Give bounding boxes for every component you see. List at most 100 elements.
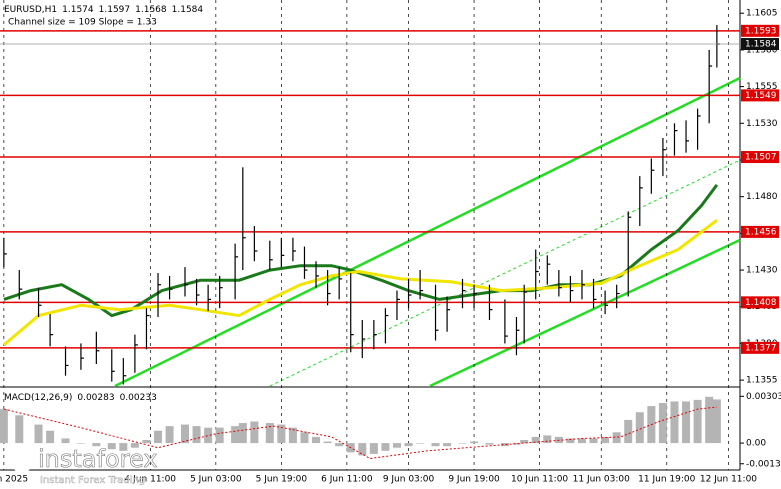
- logo: instaforex Instant Forex Trading: [10, 445, 158, 486]
- macd-bar: [381, 443, 390, 451]
- level-label: 1.1507: [745, 153, 777, 163]
- logo-icon: [10, 449, 34, 473]
- macd-bar: [34, 424, 43, 444]
- macd-bar: [512, 443, 521, 445]
- macd-bar: [15, 415, 24, 444]
- level-label: 1.1456: [745, 227, 777, 237]
- macd-bar: [693, 399, 702, 444]
- level-label: 1.1377: [745, 343, 777, 353]
- moving-average: [2, 219, 718, 347]
- macd-bar: [404, 443, 413, 447]
- x-tick-label: 9 Jun 03:00: [383, 475, 435, 485]
- macd-bar: [670, 401, 679, 444]
- y-tick-label: 1.1480: [746, 192, 778, 202]
- macd-bar: [705, 396, 714, 444]
- macd-bar: [288, 427, 297, 444]
- y-tick-label: 1.1530: [746, 119, 778, 129]
- macd-bar: [531, 436, 540, 444]
- macd-bar: [204, 427, 213, 444]
- x-tick-label: 4 Jun 11:00: [125, 475, 177, 485]
- macd-bar: [215, 427, 224, 444]
- macd-bar: [485, 443, 494, 445]
- macd-bar: [92, 443, 101, 447]
- y-tick-label: 1.1580: [746, 45, 778, 55]
- x-tick-label: 11 Jun 03:00: [573, 475, 630, 485]
- macd-bar: [392, 443, 401, 448]
- current-price-box: [741, 38, 779, 51]
- logo-tagline: Instant Forex Trading: [40, 475, 145, 486]
- level-label-box: [741, 296, 779, 309]
- macd-signal: [3, 406, 717, 460]
- macd-bar: [119, 443, 128, 451]
- macd-bar: [238, 423, 247, 444]
- macd-bar: [181, 424, 189, 444]
- level-label-box: [741, 151, 779, 164]
- macd-bar: [712, 399, 721, 444]
- macd-bar: [682, 401, 691, 444]
- x-tick-label: 6 Jun 11:00: [321, 475, 373, 485]
- macd-bar: [335, 443, 344, 447]
- level-label-box: [741, 24, 779, 37]
- header: EURUSD,H1 1.1574 1.1597 1.1568 1.1584: [4, 5, 203, 15]
- level-label: 1.1408: [745, 298, 777, 308]
- macd-bar: [107, 443, 116, 450]
- macd-bar: [0, 409, 8, 444]
- macd-bar: [312, 436, 321, 444]
- level-label-box: [741, 225, 779, 238]
- macd-bar: [192, 426, 201, 444]
- header-part: 0.00233: [120, 393, 157, 403]
- macd-bar: [635, 412, 644, 444]
- macd-bar: [231, 426, 240, 444]
- header-part: 1.1584: [172, 5, 204, 15]
- macd-bar: [601, 436, 610, 444]
- level-label-box: [741, 341, 779, 354]
- x-tick-label: 9 Jun 19:00: [448, 475, 500, 485]
- macd-bar: [577, 438, 586, 444]
- level-label: 1.1549: [745, 91, 777, 101]
- x-tick-label: 3 Jun 2025: [0, 475, 28, 485]
- y-tick-label: 1.1555: [746, 82, 778, 92]
- macd-bar: [443, 443, 452, 447]
- x-tick-label: 10 Jun 11:00: [511, 475, 568, 485]
- macd-bar: [612, 432, 621, 444]
- y-tick-label: 1.1605: [746, 9, 778, 19]
- macd-bar: [250, 421, 259, 444]
- x-tick-label: 12 Jun 11:00: [700, 475, 757, 485]
- macd-bar: [142, 439, 151, 444]
- macd-bar: [265, 423, 274, 444]
- macd-bar: [358, 443, 367, 456]
- macd-bar: [416, 443, 425, 444]
- y-tick-label: 0.00: [746, 439, 766, 449]
- header-part: 1.1574: [62, 5, 94, 15]
- x-tick-label: 11 Jun 19:00: [638, 475, 695, 485]
- logo-brand: instaforex: [38, 445, 158, 473]
- macd-bar: [323, 441, 332, 444]
- macd-bar: [624, 419, 633, 444]
- macd-bar: [566, 438, 575, 444]
- level-label: 1.1593: [745, 26, 777, 36]
- x-tick-label: 5 Jun 03:00: [190, 475, 242, 485]
- current-price-label: 1.1584: [745, 40, 777, 50]
- macd-bar: [277, 424, 286, 444]
- macd-bar: [589, 438, 598, 444]
- x-tick-label: 5 Jun 19:00: [256, 475, 308, 485]
- macd-bar: [300, 432, 309, 444]
- macd-bar: [76, 443, 85, 444]
- macd-bar: [458, 443, 467, 444]
- y-tick-label: 1.1430: [746, 266, 778, 276]
- level-label-box: [741, 89, 779, 102]
- header-part: 1.1597: [99, 5, 131, 15]
- header-part: EURUSD,H1: [4, 5, 57, 15]
- macd-bar: [61, 438, 70, 444]
- macd-bar: [431, 443, 440, 447]
- header-part: 0.00283: [77, 393, 114, 403]
- macd-bar: [520, 439, 529, 444]
- channel-lower: [429, 238, 741, 388]
- annotation: Channel size = 109 Slope = 1.33: [8, 18, 157, 28]
- macd-bar: [369, 443, 378, 454]
- header-part: 1.1568: [135, 5, 167, 15]
- y-tick-label: -0.00134: [746, 459, 781, 469]
- macd-bar: [543, 435, 552, 444]
- macd-bar: [154, 430, 163, 444]
